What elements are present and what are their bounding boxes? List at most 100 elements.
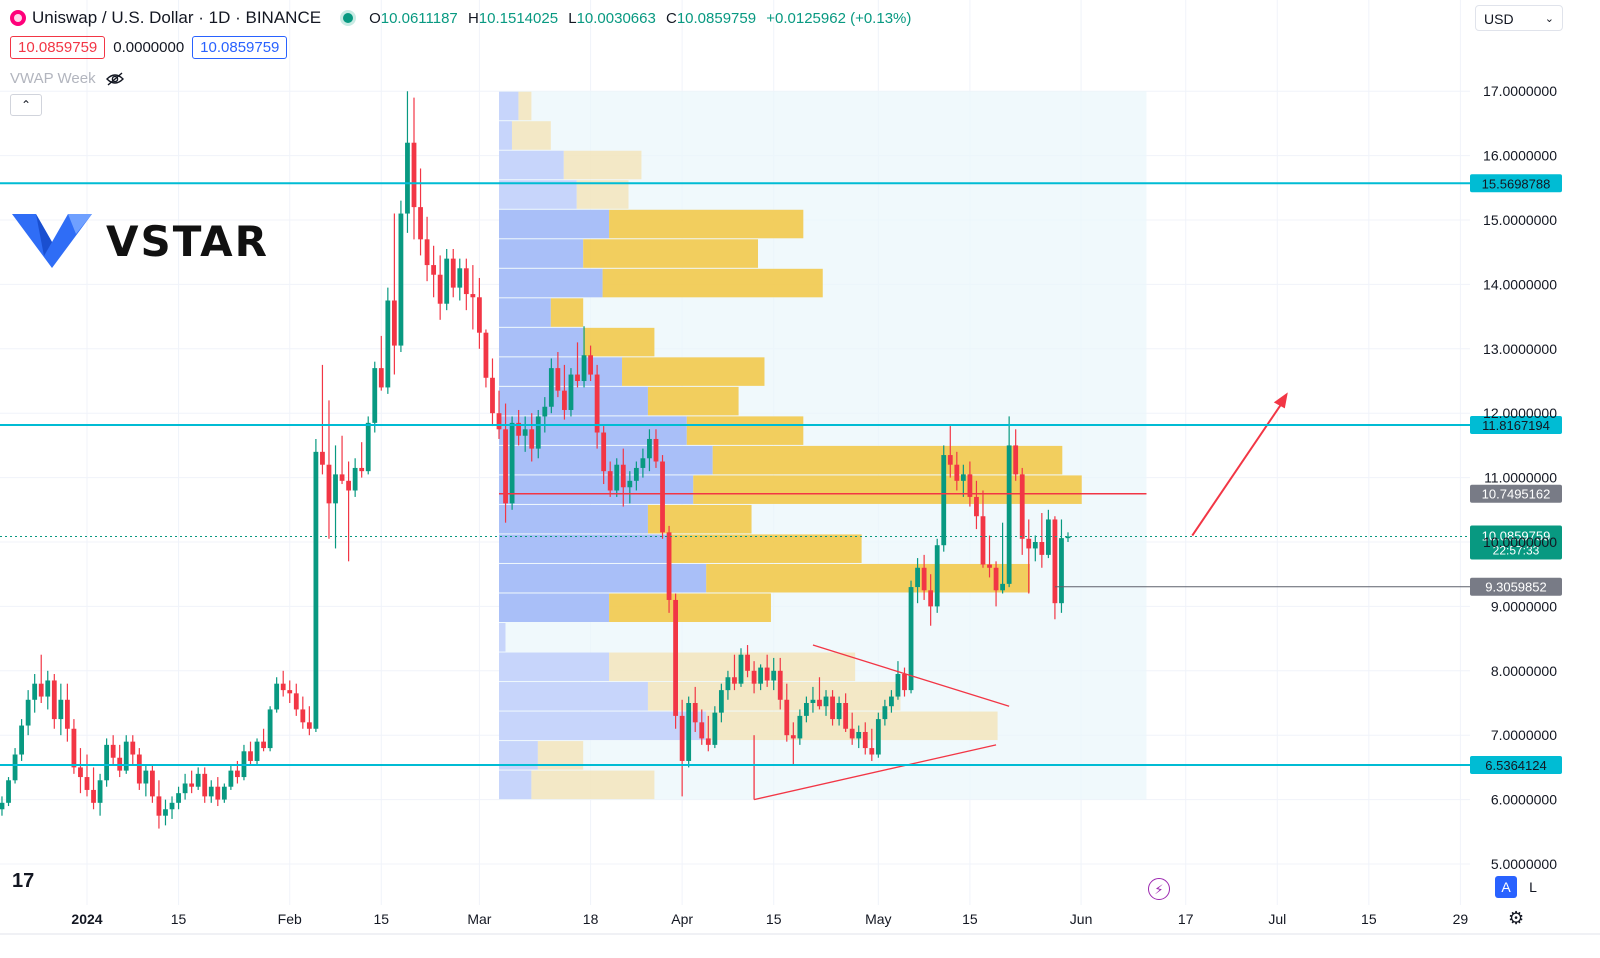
- candle-body: [496, 413, 502, 430]
- vp-down-bar: [609, 652, 856, 682]
- candle-body: [385, 300, 391, 388]
- hidden-eye-icon[interactable]: [105, 71, 124, 86]
- candle-body: [431, 265, 437, 275]
- level-price-label: 6.5364124: [1485, 758, 1546, 773]
- lightning-icon[interactable]: ⚡: [1148, 878, 1170, 900]
- candle-body: [32, 683, 38, 700]
- vp-up-bar: [499, 593, 610, 622]
- settings-gear-icon[interactable]: ⚙: [1508, 908, 1525, 928]
- candle-body: [293, 693, 299, 710]
- candle-body: [856, 731, 862, 739]
- candle-body: [941, 455, 947, 546]
- candle-body: [143, 770, 149, 784]
- time-tick-label: Jul: [1268, 911, 1286, 927]
- candle-body: [457, 268, 463, 288]
- time-tick-label: 15: [766, 911, 782, 927]
- sell-button[interactable]: 10.0859759: [10, 36, 106, 59]
- vp-up-bar: [499, 268, 603, 298]
- ohlc-values: O10.0611187 H10.1514025 L10.0030663 C10.…: [369, 9, 912, 27]
- candle-body: [1065, 536, 1071, 539]
- time-tick-label: Jun: [1070, 911, 1093, 927]
- candle-body: [758, 667, 764, 684]
- market-open-status-icon: [343, 13, 354, 23]
- candle-body: [45, 680, 51, 697]
- candle-body: [594, 374, 600, 433]
- collapse-legend-button[interactable]: ⌃: [10, 94, 42, 116]
- candle-body: [84, 777, 90, 790]
- vstar-logo-text: VSTAR: [106, 216, 269, 266]
- candle-body: [934, 545, 940, 607]
- candle-body: [908, 587, 914, 691]
- log-scale-button[interactable]: L: [1529, 879, 1537, 895]
- candle-body: [797, 715, 803, 739]
- vp-down-bar: [712, 445, 1063, 475]
- auto-scale-button[interactable]: A: [1495, 876, 1517, 898]
- candle-body: [764, 667, 770, 681]
- chart-legend-header: Uniswap / U.S. Dollar · 1D · BINANCE O10…: [10, 8, 917, 28]
- candle-body: [110, 744, 116, 758]
- symbol-title[interactable]: Uniswap / U.S. Dollar · 1D · BINANCE: [32, 8, 322, 27]
- price-tick-label: 8.0000000: [1491, 663, 1557, 679]
- vp-down-bar: [583, 239, 759, 268]
- candle-body: [130, 741, 136, 755]
- candle-body: [320, 451, 325, 465]
- currency-select[interactable]: USD ⌄: [1475, 5, 1563, 31]
- candle-body: [6, 780, 11, 803]
- candle-body: [568, 374, 574, 410]
- candle-body: [248, 751, 253, 761]
- candle-body: [633, 467, 639, 481]
- candle-body: [12, 754, 18, 781]
- candle-body: [78, 767, 83, 778]
- candle-body: [235, 770, 240, 778]
- vp-down-bar: [583, 327, 655, 357]
- time-tick-label: 18: [583, 911, 599, 927]
- buy-button[interactable]: 10.0859759: [192, 36, 288, 59]
- candle-body: [967, 474, 973, 497]
- level-price-label: 10.7495162: [1482, 487, 1551, 502]
- current-price-tag: [1470, 525, 1562, 560]
- vp-up-bar: [499, 652, 610, 682]
- candle-body: [182, 783, 188, 794]
- candle-body: [947, 455, 953, 465]
- candle-body: [123, 741, 129, 771]
- candle-body: [862, 731, 868, 749]
- vp-up-bar: [499, 180, 577, 209]
- vp-up-bar: [499, 682, 648, 711]
- candle-body: [1006, 445, 1012, 584]
- candle-body: [1039, 542, 1045, 555]
- price-tick-label: 13.0000000: [1483, 341, 1557, 357]
- candle-body: [58, 699, 64, 720]
- candle-body: [91, 789, 96, 803]
- price-tick-label: 12.0000000: [1483, 405, 1557, 421]
- level-price-tag: [1470, 577, 1562, 596]
- candle-body: [38, 683, 44, 697]
- horizontal-levels: 15.5698788 11.8167194 6.5364124 10.7495162 9…: [0, 174, 1562, 775]
- candle-body: [97, 780, 103, 803]
- candle-body: [640, 458, 646, 468]
- candle-body: [424, 239, 430, 266]
- candle-body: [653, 438, 659, 462]
- level-price-label: 11.8167194: [1482, 418, 1550, 433]
- vp-up-bar: [499, 298, 551, 327]
- candle-body: [987, 564, 992, 568]
- candle-body: [274, 683, 280, 710]
- candle-body: [960, 474, 966, 481]
- vp-down-bar: [622, 357, 765, 386]
- candle-body: [221, 786, 227, 800]
- candle-body: [542, 406, 548, 417]
- tradingview-logo-icon[interactable]: 17: [12, 870, 35, 892]
- candle-body: [352, 467, 358, 491]
- candle-body: [490, 377, 495, 414]
- price-tick-label: 15.0000000: [1483, 212, 1557, 228]
- candle-body: [666, 532, 672, 600]
- price-tick-label: 7.0000000: [1491, 727, 1557, 743]
- candle-body: [450, 258, 456, 288]
- level-price-tag: [1470, 174, 1562, 193]
- candle-body: [470, 294, 476, 298]
- candle-body: [51, 680, 57, 720]
- candle-body: [732, 677, 737, 684]
- indicator-name[interactable]: VWAP Week: [10, 70, 96, 87]
- vp-down-bar: [647, 386, 739, 416]
- candle-body: [843, 703, 849, 729]
